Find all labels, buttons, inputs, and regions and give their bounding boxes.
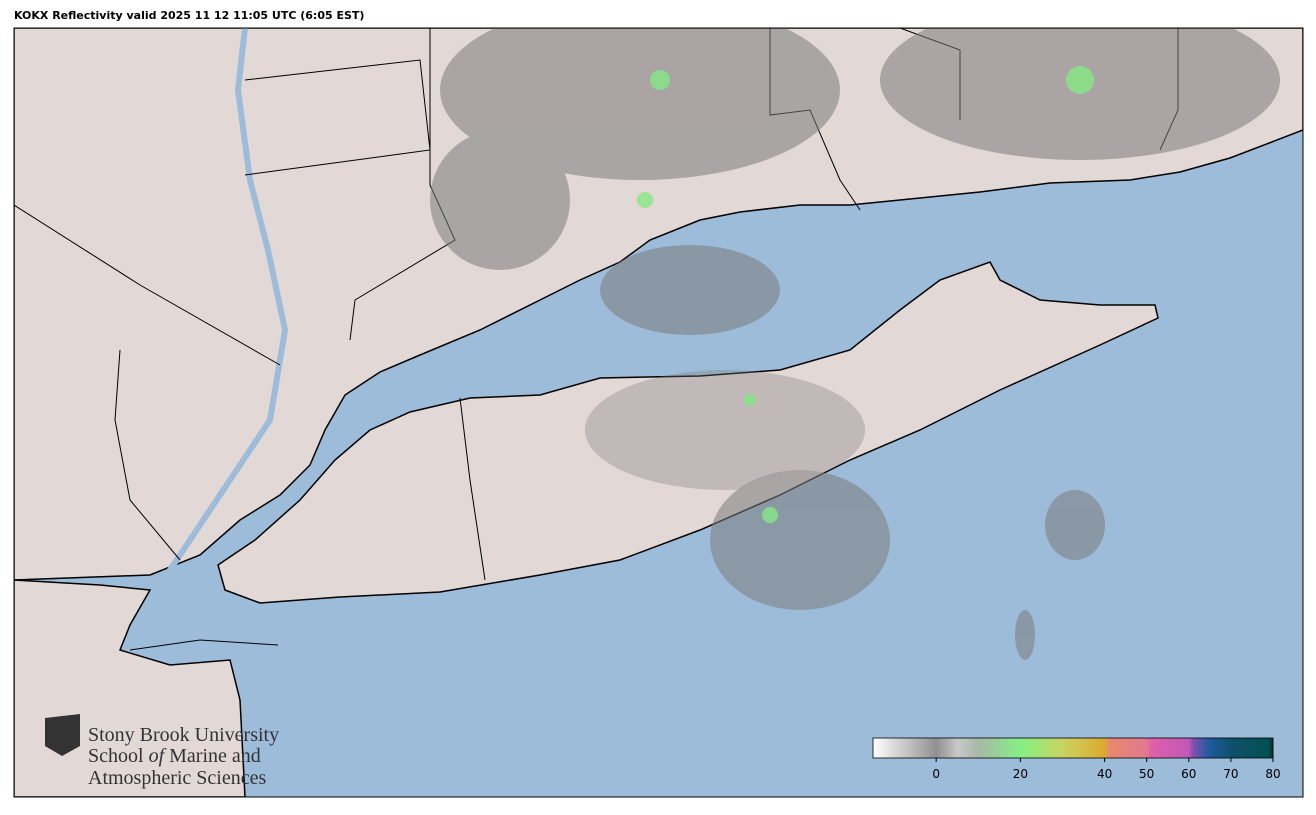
radar-echoes bbox=[430, 28, 1280, 660]
colorbar-segment bbox=[1020, 738, 1063, 758]
colorbar: 0 20 40 50 60 70 80 bbox=[872, 737, 1281, 781]
colorbar-segment bbox=[1146, 738, 1152, 758]
logo-word: of bbox=[149, 745, 167, 767]
colorbar-segment bbox=[957, 738, 979, 758]
hudson-river bbox=[147, 28, 289, 602]
logo-line: Stony Brook University bbox=[88, 724, 279, 746]
colorbar-tick-label: 20 bbox=[1013, 767, 1028, 781]
colorbar-tick-label: 60 bbox=[1181, 767, 1196, 781]
logo-shield bbox=[45, 714, 80, 756]
logo-word: Marine and bbox=[169, 745, 261, 767]
colorbar-segment bbox=[1150, 738, 1190, 758]
colorbar-segment bbox=[936, 738, 958, 758]
radar-green bbox=[637, 66, 1094, 523]
colorbar-segment bbox=[1188, 738, 1194, 758]
colorbar-segment bbox=[978, 738, 1021, 758]
colorbar-tick-label: 80 bbox=[1265, 767, 1280, 781]
logo: Stony Brook University School of Marine … bbox=[45, 714, 279, 789]
map bbox=[14, 28, 1303, 797]
colorbar-segment bbox=[1230, 738, 1270, 758]
colorbar-tick-label: 70 bbox=[1223, 767, 1238, 781]
colorbar-segment bbox=[1062, 738, 1106, 758]
colorbar-tick-label: 50 bbox=[1139, 767, 1154, 781]
colorbar-segment bbox=[1193, 738, 1211, 758]
colorbar-segment bbox=[873, 738, 937, 758]
colorbar-tick-label: 40 bbox=[1097, 767, 1112, 781]
colorbar-segment bbox=[1209, 738, 1232, 758]
colorbar-tick-label: 0 bbox=[932, 767, 940, 781]
map-frame bbox=[13, 27, 1304, 798]
logo-line: School of Marine and bbox=[88, 745, 261, 767]
long-island bbox=[217, 261, 1159, 604]
logo-word: School bbox=[88, 745, 144, 767]
logo-line: Atmospheric Sciences bbox=[88, 767, 266, 789]
title: KOKX Reflectivity valid 2025 11 12 11:05… bbox=[14, 9, 364, 22]
colorbar-segment bbox=[1108, 738, 1148, 758]
colorbar-segment bbox=[1268, 738, 1274, 758]
colorbar-segment bbox=[1104, 738, 1110, 758]
colorbar-border bbox=[872, 737, 1274, 759]
